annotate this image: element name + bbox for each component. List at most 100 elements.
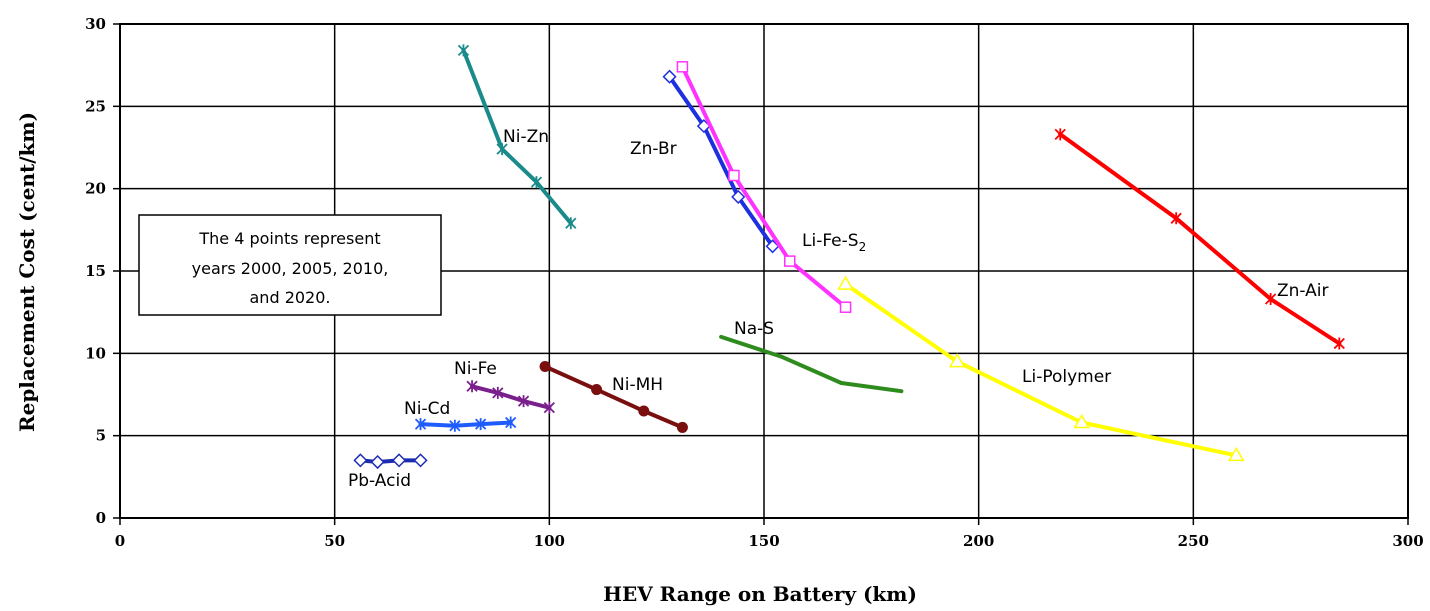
label-ni-mh-text: Ni-MH	[612, 375, 663, 395]
zn-air-point	[1264, 292, 1277, 305]
y-tick-label: 0	[96, 509, 106, 527]
y-tick-label: 10	[85, 344, 106, 362]
series-li-fe-s	[676, 61, 852, 313]
annotation-line-2: years 2000, 2005, 2010,	[192, 259, 389, 278]
label-li-polymer: Li-Polymer	[1022, 367, 1111, 387]
label-ni-zn: Ni-Zn	[503, 127, 549, 147]
series-pb-acid	[353, 453, 428, 470]
pb-acid-point	[392, 453, 407, 468]
ni-mh-point	[638, 405, 650, 417]
li-polymer-point	[948, 353, 966, 368]
ni-zn-point	[496, 143, 508, 156]
ni-mh-point	[539, 361, 551, 373]
zn-br-line	[667, 74, 775, 249]
li-polymer-line	[843, 282, 1239, 458]
ni-zn-point	[565, 217, 577, 230]
zn-air-line	[1058, 132, 1342, 346]
label-na-s: Na-S	[734, 319, 774, 339]
annotation-box: The 4 points represent years 2000, 2005,…	[138, 214, 442, 316]
ni-mh-line	[543, 364, 685, 430]
ni-zn-point	[457, 44, 470, 57]
ni-zn-line	[461, 48, 573, 226]
ni-fe-point	[517, 395, 530, 408]
ni-cd-point	[414, 418, 427, 431]
na-s-line	[719, 334, 904, 394]
ni-fe-point	[492, 386, 504, 399]
series-li-polymer	[837, 275, 1245, 462]
li-fe-s-line	[680, 64, 848, 310]
annotation-frame	[138, 214, 442, 316]
y-axis-title: Replacement Cost (cent/km)	[15, 112, 39, 432]
y-tick-label: 5	[96, 427, 106, 445]
ni-cd-point	[505, 416, 517, 429]
label-zn-air: Zn-Air	[1277, 281, 1329, 301]
label-li-polymer-text: Li-Polymer	[1022, 367, 1111, 387]
y-tick-label: 25	[85, 97, 106, 115]
ni-mh-point	[591, 384, 603, 396]
x-tick-label: 150	[748, 532, 779, 550]
label-li-fe-s: Li-Fe-S2	[802, 231, 866, 254]
label-ni-cd: Ni-Cd	[404, 399, 450, 419]
series-ni-fe	[466, 380, 555, 414]
y-tick-label: 20	[85, 180, 106, 198]
x-tick-label: 100	[534, 532, 565, 550]
zn-air-point	[1170, 212, 1182, 225]
annotation-line-3: and 2020.	[250, 288, 331, 307]
li-fe-s-point	[839, 301, 852, 313]
x-tick-label: 250	[1178, 532, 1209, 550]
x-tick-label: 50	[324, 532, 345, 550]
series-ni-cd	[414, 416, 517, 432]
pb-acid-line	[358, 458, 423, 464]
ni-cd-point	[449, 419, 461, 432]
series-ni-zn	[457, 44, 577, 230]
label-ni-fe-text: Ni-Fe	[454, 359, 497, 379]
ni-cd-line	[418, 420, 513, 428]
pb-acid-point	[370, 454, 385, 470]
ni-fe-point	[466, 380, 478, 393]
pb-acid-point	[413, 453, 428, 468]
label-na-s-text: Na-S	[734, 319, 774, 339]
series-na-s	[719, 334, 904, 394]
label-li-fe-s-subscript: 2	[859, 240, 867, 254]
x-axis-title: HEV Range on Battery (km)	[603, 582, 917, 606]
label-li-fe-s-text: Li-Fe-S	[802, 231, 859, 251]
label-ni-cd-text: Ni-Cd	[404, 399, 450, 419]
ni-cd-point	[475, 418, 487, 431]
zn-air-point	[1054, 128, 1066, 141]
x-tick-label: 200	[963, 532, 994, 550]
li-fe-s-point	[784, 255, 796, 267]
li-polymer-point	[1073, 414, 1091, 429]
label-zn-br-text: Zn-Br	[630, 139, 677, 159]
x-tick-label: 300	[1392, 532, 1423, 550]
ni-fe-line	[470, 384, 552, 410]
ni-zn-point	[530, 176, 543, 189]
series-zn-air	[1054, 128, 1345, 350]
label-pb-acid: Pb-Acid	[348, 471, 411, 491]
zn-br-point	[731, 189, 746, 204]
ni-fe-point	[543, 401, 555, 414]
label-ni-mh: Ni-MH	[612, 375, 663, 395]
li-polymer-point	[1227, 446, 1245, 462]
annotation-line-1: The 4 points represent	[198, 229, 380, 248]
axis-ticks: 0 50 100 150 200 250 300 0 5 10 15 20 25 30	[85, 15, 1424, 550]
label-ni-zn-text: Ni-Zn	[503, 127, 549, 147]
series-layer	[353, 44, 1345, 470]
series-zn-br	[662, 69, 780, 254]
label-ni-fe: Ni-Fe	[454, 359, 497, 379]
li-fe-s-point	[728, 169, 740, 182]
pb-acid-point	[353, 453, 368, 468]
zn-air-point	[1333, 337, 1345, 350]
label-zn-air-text: Zn-Air	[1277, 281, 1329, 301]
y-tick-label: 30	[85, 15, 106, 33]
li-fe-s-point	[676, 61, 689, 73]
series-ni-mh	[539, 361, 688, 433]
x-tick-label: 0	[115, 532, 125, 550]
label-pb-acid-text: Pb-Acid	[348, 471, 411, 491]
li-polymer-point	[837, 275, 854, 290]
label-zn-br: Zn-Br	[630, 139, 677, 159]
ni-mh-point	[676, 421, 688, 433]
zn-br-point	[662, 69, 677, 84]
y-tick-label: 15	[85, 262, 106, 280]
